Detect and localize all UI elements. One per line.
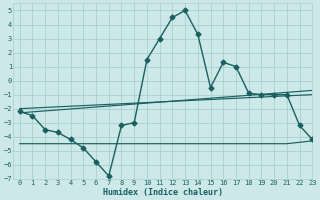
X-axis label: Humidex (Indice chaleur): Humidex (Indice chaleur) <box>103 188 223 197</box>
